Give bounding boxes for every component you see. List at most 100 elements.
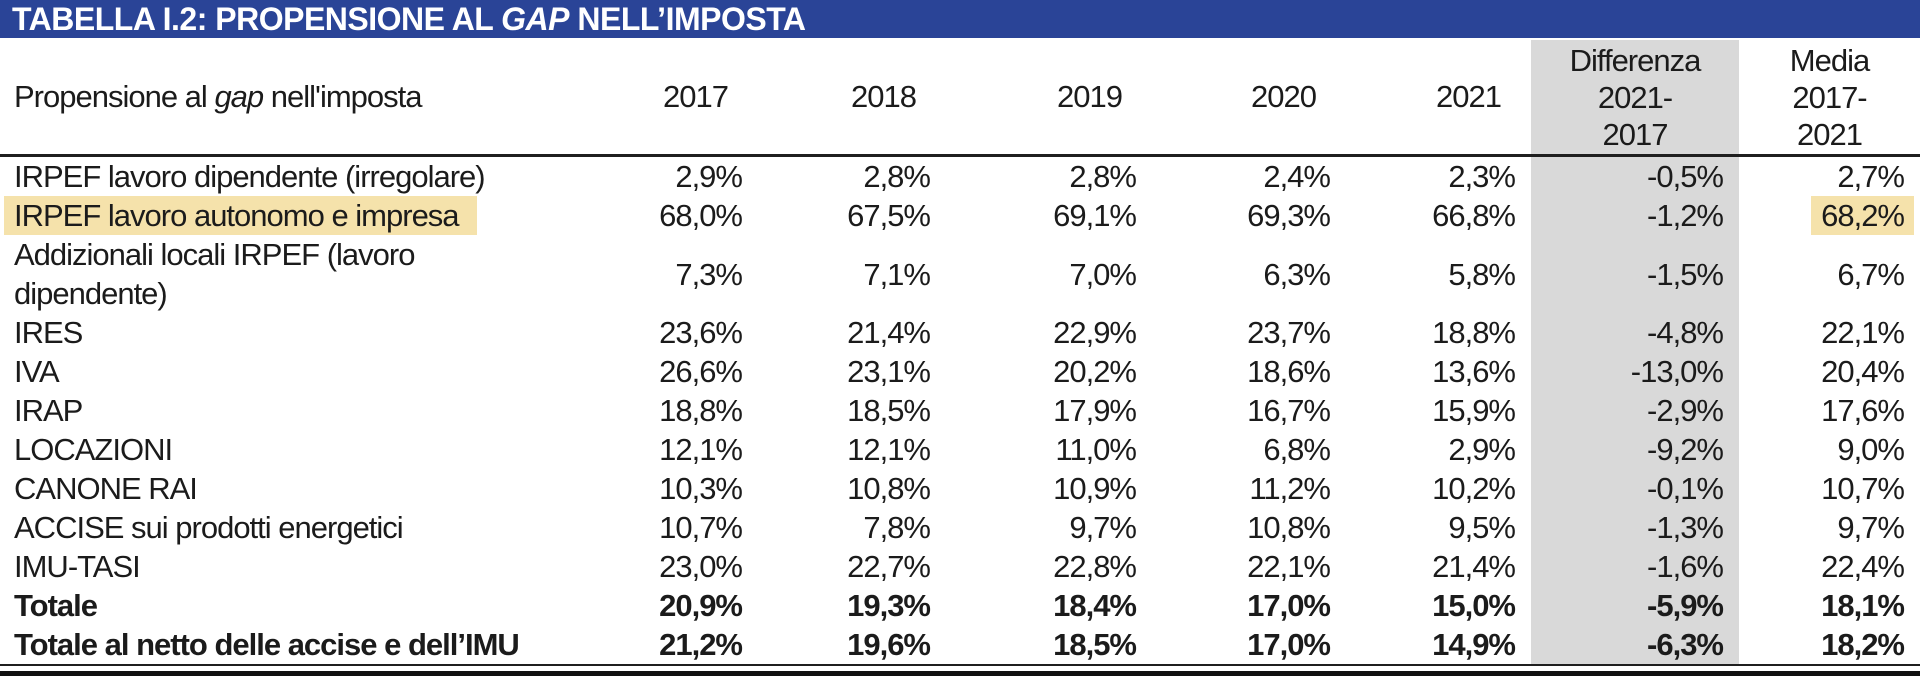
cell-2019: 20,2%: [1053, 354, 1137, 389]
cell-2017: 68,0%: [659, 198, 743, 233]
cell-2018: 21,4%: [847, 315, 931, 350]
cell-2019: 10,9%: [1053, 471, 1137, 506]
table-title-italic-word: GAP: [501, 0, 569, 37]
cell-2021: 2,3%: [1448, 159, 1516, 194]
cell-2020: 11,2%: [1249, 471, 1331, 506]
header-row: Propensione al gap nell'imposta 2017 201…: [0, 40, 1920, 157]
table-row: LOCAZIONI 12,1% 12,1% 11,0% 6,8% 2,9% -9,2% 9,0…: [0, 430, 1920, 469]
cell-2017: 23,6%: [659, 315, 743, 350]
table-title-bar: TABELLA I.2: PROPENSIONE AL GAP NELL’IMP…: [0, 0, 1920, 38]
table-title-suffix: NELL’IMPOSTA: [569, 0, 806, 37]
cell-2018: 23,1%: [847, 354, 931, 389]
media-line-3: 2021: [1797, 116, 1863, 152]
row-label: IRAP: [14, 393, 83, 428]
cell-2017: 20,9%: [659, 588, 743, 623]
row-label: IRES: [14, 315, 83, 350]
cell-2018: 67,5%: [847, 198, 931, 233]
column-header-2020: 2020: [1152, 40, 1346, 157]
cell-2020: 10,8%: [1247, 510, 1331, 545]
cell-2020: 69,3%: [1247, 198, 1331, 233]
row-label: IVA: [14, 354, 60, 389]
table-row: Totale al netto delle accise e dell’IMU 2…: [0, 625, 1920, 664]
cell-2021: 10,2%: [1432, 471, 1516, 506]
cell-2021: 13,6%: [1432, 354, 1516, 389]
cell-2017: 10,7%: [659, 510, 743, 545]
cell-2019: 69,1%: [1053, 198, 1137, 233]
cell-2021: 66,8%: [1432, 198, 1516, 233]
column-header-media: Media 2017- 2021: [1739, 40, 1920, 157]
column-header-2019: 2019: [946, 40, 1152, 157]
cell-2021: 15,0%: [1432, 588, 1516, 623]
cell-diff-2021-2017: -9,2%: [1531, 430, 1739, 469]
table-row: IVA 26,6% 23,1% 20,2% 18,6% 13,6% -13,0% 20,4%: [0, 352, 1920, 391]
cell-2020: 17,0%: [1247, 588, 1331, 623]
cell-media-2017-2021: 2,7%: [1837, 159, 1905, 194]
cell-2017: 7,3%: [675, 256, 743, 292]
header-label-prefix: Propensione al: [14, 79, 215, 114]
cell-media-2017-2021: 6,7%: [1837, 256, 1905, 292]
cell-2019: 9,7%: [1069, 510, 1137, 545]
table-row: Addizionali locali IRPEF (lavoro dipende…: [0, 235, 1920, 313]
cell-diff-2021-2017: -5,9%: [1531, 586, 1739, 625]
cell-2021: 5,8%: [1448, 256, 1516, 292]
cell-diff-2021-2017: -1,2%: [1531, 196, 1739, 235]
cell-2018: 10,8%: [847, 471, 931, 506]
table-row: CANONE RAI 10,3% 10,8% 10,9% 11,2% 10,2% -0,1%…: [0, 469, 1920, 508]
cell-2019: 18,5%: [1053, 627, 1137, 662]
cell-2020: 22,1%: [1247, 549, 1331, 584]
cell-2017: 23,0%: [659, 549, 743, 584]
table-row: IRES 23,6% 21,4% 22,9% 23,7% 18,8% -4,8% 22,1%: [0, 313, 1920, 352]
cell-2021: 15,9%: [1432, 393, 1516, 428]
differenza-line-2: 2021-: [1597, 79, 1673, 115]
cell-media-2017-2021: 22,1%: [1821, 315, 1905, 350]
cell-2019: 22,8%: [1053, 549, 1137, 584]
cell-2017: 21,2%: [659, 627, 743, 662]
cell-media-2017-2021: 9,0%: [1837, 432, 1905, 467]
cell-media-2017-2021: 9,7%: [1837, 510, 1905, 545]
cell-2019: 7,0%: [1069, 256, 1137, 292]
table-bottom-border: [0, 664, 1920, 676]
cell-media-2017-2021: 22,4%: [1821, 549, 1905, 584]
differenza-line-3: 2017: [1602, 116, 1669, 152]
column-header-2021: 2021: [1346, 40, 1531, 157]
header-label-italic-word: gap: [214, 79, 264, 114]
cell-2021: 18,8%: [1432, 315, 1516, 350]
cell-2020: 6,8%: [1263, 432, 1331, 467]
cell-media-2017-2021: 68,2%: [1739, 196, 1920, 235]
cell-2018: 7,8%: [863, 510, 931, 545]
cell-media-2017-2021: 18,2%: [1821, 627, 1905, 662]
cell-media-2017-2021: 10,7%: [1821, 471, 1905, 506]
cell-diff-2021-2017: -2,9%: [1531, 391, 1739, 430]
cell-2020: 2,4%: [1263, 159, 1331, 194]
column-header-2018: 2018: [758, 40, 946, 157]
media-line-2: 2017-: [1792, 79, 1867, 115]
media-line-1: Media: [1789, 42, 1870, 78]
bottom-border-thick-line: [0, 671, 1920, 676]
row-label: Totale: [14, 588, 98, 623]
table-row: IRAP 18,8% 18,5% 17,9% 16,7% 15,9% -2,9% 17,6%: [0, 391, 1920, 430]
table-row: IRPEF lavoro autonomo e impresa 68,0% 67,5…: [0, 196, 1920, 235]
row-label: ACCISE sui prodotti energetici: [14, 510, 404, 545]
cell-media-2017-2021: 17,6%: [1821, 393, 1905, 428]
cell-2018: 18,5%: [847, 393, 931, 428]
cell-2019: 11,0%: [1055, 432, 1137, 467]
cell-diff-2021-2017: -1,6%: [1531, 547, 1739, 586]
table-title-prefix: TABELLA I.2: PROPENSIONE AL: [12, 0, 502, 37]
cell-diff-2021-2017: -0,5%: [1531, 155, 1739, 196]
cell-2021: 21,4%: [1432, 549, 1516, 584]
row-label: IRPEF lavoro dipendente (irregolare): [14, 159, 486, 194]
cell-2021: 14,9%: [1432, 627, 1516, 662]
cell-2018: 7,1%: [863, 256, 931, 292]
table-row: IMU-TASI 23,0% 22,7% 22,8% 22,1% 21,4% -1,6% 22…: [0, 547, 1920, 586]
table-row: ACCISE sui prodotti energetici 10,7% 7,8% 9…: [0, 508, 1920, 547]
cell-2018: 12,1%: [847, 432, 931, 467]
bottom-border-gap: [0, 666, 1920, 671]
cell-2020: 18,6%: [1247, 354, 1331, 389]
cell-2018: 19,6%: [847, 627, 931, 662]
cell-diff-2021-2017: -6,3%: [1531, 625, 1739, 664]
cell-diff-2021-2017: -13,0%: [1531, 352, 1739, 391]
column-header-differenza: Differenza 2021- 2017: [1531, 40, 1739, 157]
cell-diff-2021-2017: -1,5%: [1531, 235, 1739, 313]
cell-2019: 2,8%: [1069, 159, 1137, 194]
cell-2020: 17,0%: [1247, 627, 1331, 662]
